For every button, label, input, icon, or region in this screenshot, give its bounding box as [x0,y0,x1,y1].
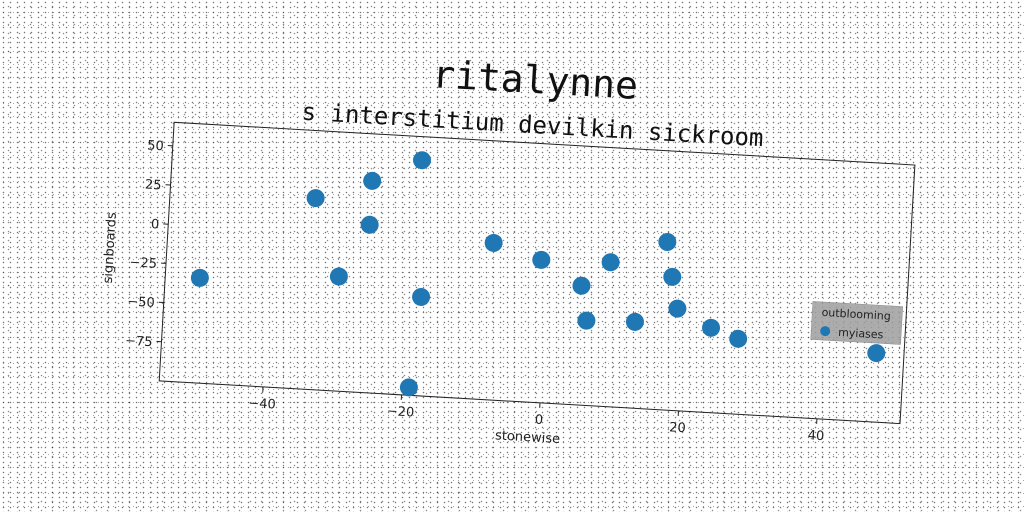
legend-title: outblooming [821,306,891,323]
scatter-point [658,232,677,251]
y-tick-label: 25 [144,178,161,194]
x-axis-label: stonewise [495,428,561,447]
scatter-point [668,299,687,318]
scatter-point [572,276,591,295]
x-tick-label: 20 [669,420,686,436]
legend-series-label: myiases [838,326,884,342]
x-tick-label: −40 [248,396,276,413]
scatter-point [413,151,432,170]
legend-marker [820,326,831,337]
x-axis: −40 −20 0 20 40 [248,386,825,444]
scatter-point [663,267,682,286]
chart-subtitle: s interstitium devilkin sickroom [301,98,764,153]
scatter-point [867,344,886,363]
scatter-point [190,268,209,287]
scatter-point [532,250,551,269]
chart-title: ritalynne [431,52,639,108]
y-axis-label: signboards [101,212,120,284]
scatter-point [363,171,382,190]
scatter-point [702,318,721,337]
y-axis: −75 −50 −25 0 25 50 [125,138,173,351]
scatter-point [729,329,748,348]
scatter-point [484,233,503,252]
y-tick-label: −25 [129,255,157,272]
data-points [190,151,886,397]
x-tick-label: −20 [386,404,414,421]
scatter-point [577,311,596,330]
scatter-point [306,189,325,208]
scatter-point [360,215,379,234]
plot-area [158,121,916,425]
x-tick-label: 0 [534,413,543,428]
y-tick-label: −50 [127,294,155,311]
scatter-point [412,287,431,306]
legend-box [810,301,904,345]
x-tick-label: 40 [807,428,824,444]
y-tick-label: −75 [125,334,153,351]
y-tick-label: 0 [150,217,159,232]
y-tick-label: 50 [147,138,164,154]
scatter-point [625,312,644,331]
chart-figure: ritalynne s interstitium devilkin sickro… [101,52,916,447]
legend: outblooming myiases [810,301,904,345]
scatter-point [329,267,348,286]
scatter-point [399,378,418,397]
scatter-point [601,253,620,272]
